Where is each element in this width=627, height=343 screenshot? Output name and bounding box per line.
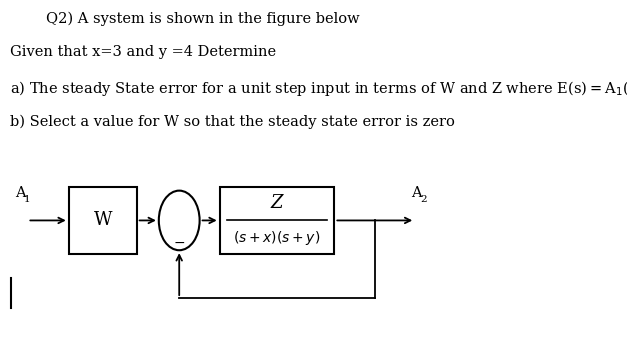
Text: 2: 2 <box>420 195 427 204</box>
Text: $(s+x)(s+y)$: $(s+x)(s+y)$ <box>233 229 320 247</box>
Text: −: − <box>174 236 185 250</box>
Text: Q2) A system is shown in the figure below: Q2) A system is shown in the figure belo… <box>46 11 359 26</box>
Text: A: A <box>14 186 25 200</box>
Text: 1: 1 <box>24 195 31 204</box>
Text: a) The steady State error for a unit step input in terms of W and Z where E(s)$\: a) The steady State error for a unit ste… <box>11 79 627 98</box>
Text: A: A <box>411 186 421 200</box>
Text: Z: Z <box>271 194 283 212</box>
Text: b) Select a value for W so that the steady state error is zero: b) Select a value for W so that the stea… <box>11 114 455 129</box>
Bar <box>69 187 137 254</box>
Text: Given that x=3 and y =4 Determine: Given that x=3 and y =4 Determine <box>11 45 277 59</box>
Text: W: W <box>93 211 112 229</box>
Bar <box>219 187 334 254</box>
